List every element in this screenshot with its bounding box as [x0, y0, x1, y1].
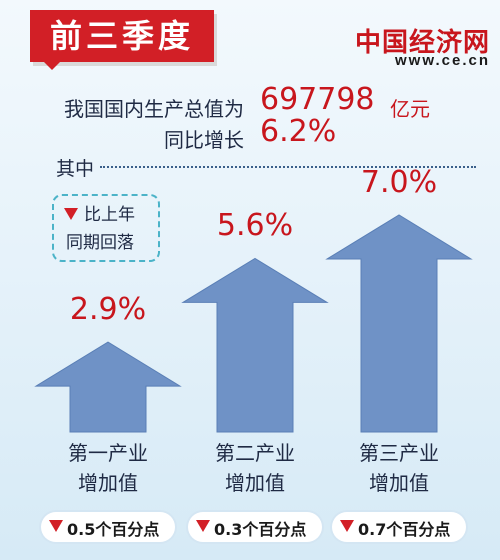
gdp-label: 我国国内生产总值为	[64, 97, 244, 121]
category-label-secondary: 第二产业 增加值	[185, 438, 325, 498]
value-label-primary: 2.9%	[69, 292, 147, 328]
category-label-primary: 第一产业 增加值	[38, 438, 178, 498]
down-triangle-icon	[64, 208, 78, 220]
category-label-line: 增加值	[225, 471, 285, 495]
change-badge-primary: 0.5个百分点	[41, 512, 175, 542]
growth-label: 同比增长	[164, 128, 244, 152]
title-box	[30, 10, 214, 62]
bar-primary	[34, 341, 182, 433]
category-label-line: 第二产业	[215, 441, 295, 465]
bar-secondary	[181, 257, 329, 433]
gdp-value: 697798	[260, 82, 375, 117]
note-line-2: 同期回落	[66, 233, 134, 253]
category-label-line: 第一产业	[68, 441, 148, 465]
category-label-tertiary: 第三产业 增加值	[329, 438, 469, 498]
category-label-line: 增加值	[369, 471, 429, 495]
category-label-line: 增加值	[78, 471, 138, 495]
value-label-secondary: 5.6%	[216, 208, 294, 244]
change-text: 0.3个百分点	[214, 520, 307, 539]
note-box: 比上年 同期回落	[52, 194, 160, 262]
site-logo: 中国经济网	[354, 28, 490, 58]
title-banner: 前三季度	[30, 10, 214, 70]
growth-value: 6.2%	[260, 114, 337, 149]
down-triangle-icon	[49, 520, 63, 532]
note-line-1: 比上年	[84, 205, 135, 225]
category-label-line: 第三产业	[359, 441, 439, 465]
among-label: 其中	[56, 158, 95, 180]
change-text: 0.7个百分点	[358, 520, 451, 539]
dotted-divider	[100, 166, 476, 168]
site-url: www.ce.cn	[395, 52, 490, 69]
change-badge-secondary: 0.3个百分点	[188, 512, 322, 542]
down-triangle-icon	[196, 520, 210, 532]
gdp-unit: 亿元	[390, 97, 430, 121]
value-label-tertiary: 7.0%	[360, 165, 438, 200]
bar-tertiary	[325, 214, 473, 433]
change-badge-tertiary: 0.7个百分点	[332, 512, 466, 542]
title-tail	[40, 58, 64, 70]
change-text: 0.5个百分点	[67, 520, 160, 539]
page-title: 前三季度	[49, 17, 194, 55]
down-triangle-icon	[340, 520, 354, 532]
